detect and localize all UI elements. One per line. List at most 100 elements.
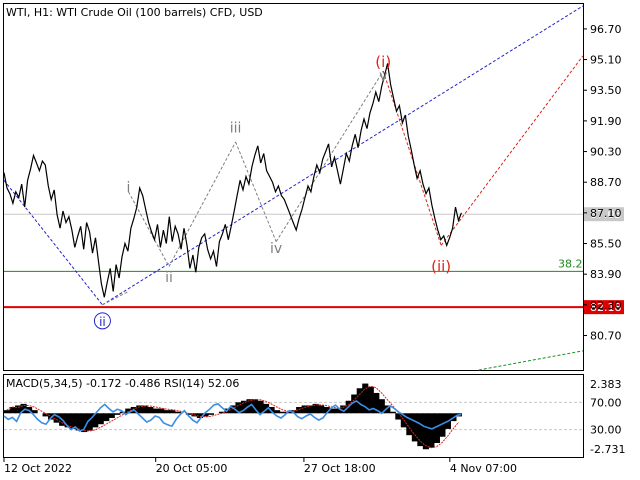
macd-bar: [229, 405, 237, 414]
level-lines: 87.03 38.2 82.18: [4, 207, 624, 315]
macd-bar: [185, 413, 192, 415]
y-tick-label: 87.10: [590, 207, 622, 220]
macd-bar: [395, 413, 402, 420]
minor-wave-label: v: [379, 69, 387, 85]
macd-bar: [114, 413, 121, 415]
grey-wave-line-4: [235, 141, 277, 242]
y-tick-label: 90.30: [590, 146, 622, 159]
macd-bar: [318, 405, 325, 414]
macd-bar: [356, 388, 363, 414]
macd-bar: [70, 413, 77, 429]
macd-bar: [296, 407, 303, 414]
macd-bar: [257, 400, 264, 414]
macd-bar: [9, 407, 16, 414]
macd-bar: [86, 413, 93, 431]
x-tick-label: 4 Nov 07:00: [450, 462, 517, 475]
indicator-tick-label: 2.383: [590, 378, 622, 391]
macd-bar: [340, 405, 347, 414]
indicator-tick-label: -2.731: [590, 443, 625, 456]
macd-bar: [307, 405, 314, 414]
macd-bar: [439, 413, 446, 437]
y-tick-label: 93.50: [590, 84, 622, 97]
blue-channel-line: [102, 5, 584, 306]
macd-bar: [301, 405, 308, 414]
y-tick-label: 88.70: [590, 176, 622, 189]
support-price-label: 82.18: [590, 301, 622, 314]
grey-wave-line-2: [128, 191, 170, 267]
macd-bar: [97, 413, 104, 425]
macd-bar: [15, 405, 22, 414]
macd-bar: [384, 405, 391, 414]
symbol-title: WTI, H1: WTI Crude Oil (100 barrels) CFD…: [6, 6, 263, 19]
indicator-tick-label: 70.00: [590, 396, 622, 409]
macd-bar: [202, 413, 209, 417]
macd-bar: [433, 413, 440, 444]
macd-bar: [136, 405, 143, 414]
macd-bar: [53, 413, 60, 423]
macd-bar: [251, 399, 259, 414]
indicator-header: MACD(5,34,5) -0.172 -0.486 RSI(14) 52.06: [6, 377, 239, 390]
macd-bar: [152, 408, 159, 414]
green-projection-line: [478, 350, 584, 371]
x-tick-label: 27 Oct 18:00: [304, 462, 376, 475]
x-tick-label: 12 Oct 2022: [4, 462, 72, 475]
macd-bar: [279, 411, 286, 414]
macd-bar: [351, 394, 358, 414]
macd-bar: [389, 411, 396, 414]
y-tick-label: 85.50: [590, 238, 622, 251]
blue-wave-line-1: [3, 179, 103, 306]
macd-bar: [274, 410, 281, 414]
macd-bar: [81, 413, 88, 433]
minor-wave-label: ii: [165, 270, 173, 286]
macd-bar: [92, 413, 99, 428]
wave-ii-circle: [93, 312, 111, 330]
macd-bar: [141, 405, 148, 414]
macd-bar: [64, 413, 71, 428]
support-price-tag: [584, 300, 624, 315]
macd-bar: [31, 410, 38, 414]
time-axis: 12 Oct 2022 20 Oct 05:00 27 Oct 18:00 4 Nov…: [3, 458, 517, 475]
major-wave-label: ii: [99, 315, 106, 329]
indicator-tick-label: 30.00: [590, 424, 622, 437]
macd-bar: [263, 403, 270, 414]
macd-bar: [163, 410, 170, 414]
macd-bar: [334, 408, 341, 414]
y-tick-label: 83.90: [590, 268, 622, 281]
macd-bar: [4, 410, 11, 414]
macd-rsi-panel: 2.383 70.00 30.00 -2.731: [3, 378, 625, 456]
macd-bar: [125, 408, 132, 414]
macd-bar: [323, 407, 330, 414]
minor-wave-label: iv: [270, 241, 282, 257]
macd-bar: [290, 410, 297, 414]
macd-bar: [174, 411, 181, 414]
price-line: [3, 63, 462, 298]
y-tick-label: 80.70: [590, 330, 622, 343]
current-price-tag: [584, 207, 624, 222]
rsi-line: [3, 400, 462, 432]
grey-wave-line-3: [168, 141, 237, 267]
macd-bar: [268, 407, 275, 414]
macd-bar: [196, 413, 203, 418]
minor-wave-label: i: [127, 180, 131, 196]
macd-bar: [422, 413, 429, 450]
macd-bar: [329, 408, 336, 414]
macd-bar: [147, 407, 154, 414]
macd-bar: [42, 413, 49, 417]
macd-bar: [20, 403, 27, 414]
macd-bar: [312, 403, 319, 414]
price-series: [3, 63, 462, 298]
macd-bar: [378, 399, 385, 414]
main-chart-frame: [3, 3, 584, 371]
macd-bar: [362, 383, 369, 414]
y-tick-label: 82.30: [590, 299, 622, 312]
macd-bar: [158, 408, 165, 414]
y-tick-label: 95.10: [590, 54, 622, 67]
macd-bar: [235, 402, 242, 414]
current-price-label: 87.03: [590, 208, 622, 221]
major-wave-label: (ii): [431, 257, 451, 275]
macd-bar: [75, 413, 82, 431]
fib-38-2-label: 38.2: [558, 257, 583, 270]
y-tick-label: 91.90: [590, 115, 622, 128]
red-wave-line-1: [382, 70, 442, 246]
